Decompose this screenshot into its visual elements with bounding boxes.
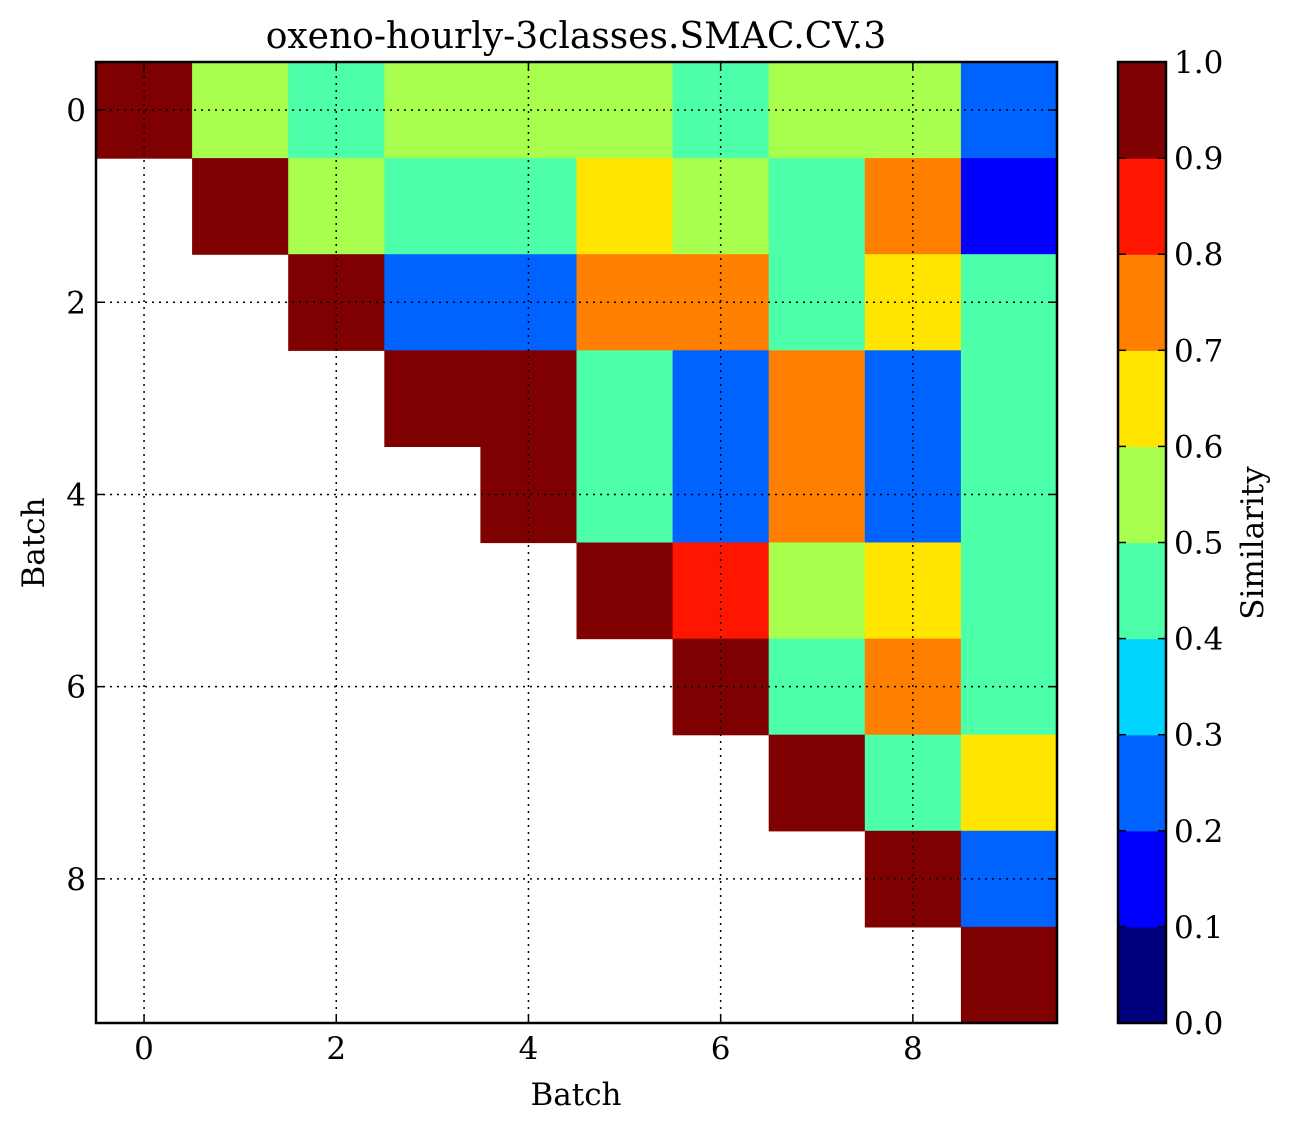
colorbar: 0.0 0.1 0.2 0.3 0.4 0.5 0.6 0.7 0.8 0.9 1.0 [1116, 45, 1223, 1042]
heatmap-cell [960, 446, 1058, 544]
colorbar-label: Similarity [1235, 466, 1271, 620]
colorbar-tick-label: 0.0 [1174, 1006, 1223, 1042]
heatmap-cell [288, 158, 385, 255]
colorbar-tick-label: 0.3 [1174, 718, 1223, 754]
heatmap-cell [768, 542, 866, 640]
x-tick-label: 8 [903, 1031, 923, 1067]
x-tick-label: 0 [134, 1031, 154, 1067]
y-tick-label: 2 [66, 285, 86, 321]
heatmap-cell [672, 542, 770, 640]
heatmap-cell [576, 254, 674, 351]
x-tick-label: 4 [519, 1031, 539, 1067]
colorbar-segment [1118, 638, 1166, 736]
heatmap-cell [480, 446, 578, 544]
colorbar-tick-label: 1.0 [1174, 45, 1223, 81]
heatmap-cell [288, 254, 385, 351]
colorbar-segment [1118, 350, 1166, 447]
heatmap-cell [192, 62, 289, 159]
heatmap-cell [480, 158, 578, 255]
y-tick-label: 4 [66, 477, 86, 513]
plot-frame [94, 60, 1059, 1025]
colorbar-segment [1118, 926, 1166, 1024]
heatmap-cell [576, 446, 674, 544]
heatmap-cell [96, 62, 193, 159]
colorbar-tick-label: 0.5 [1174, 526, 1223, 562]
heatmap-cell [576, 542, 674, 640]
colorbar-tick-label: 0.8 [1174, 237, 1223, 273]
heatmap-cell [576, 350, 674, 447]
heatmap-cell [864, 158, 962, 255]
y-tick-label: 8 [66, 862, 86, 898]
heatmap-cell [960, 350, 1058, 447]
colorbar-tick-label: 0.6 [1174, 429, 1223, 465]
heatmap-cell [960, 254, 1058, 351]
colorbar-segment [1118, 542, 1166, 640]
chart-title: oxeno-hourly-3classes.SMAC.CV.3 [266, 16, 887, 57]
y-tick-label: 0 [66, 93, 86, 129]
colorbar-segment [1118, 158, 1166, 255]
axis-ticks: 0 2 4 6 8 0 2 4 6 8 [66, 62, 1057, 1067]
x-axis-label: Batch [530, 1077, 621, 1113]
heatmap-cell [768, 158, 866, 255]
heatmap-cell [768, 350, 866, 447]
x-tick-label: 2 [326, 1031, 346, 1067]
heatmap-cell [384, 158, 481, 255]
heatmap-cell [576, 158, 674, 255]
heatmap-cell [960, 734, 1058, 832]
colorbar-tick-label: 0.2 [1174, 814, 1223, 850]
y-axis-label: Batch [16, 497, 52, 588]
heatmap-cell [864, 446, 962, 544]
colorbar-segment [1118, 734, 1166, 832]
heatmap-cell [768, 734, 866, 832]
heatmap-cell [960, 158, 1058, 255]
x-tick-label: 6 [711, 1031, 731, 1067]
colorbar-tick-label: 0.7 [1174, 333, 1223, 369]
y-tick-label: 6 [66, 670, 86, 706]
heatmap-cells [96, 62, 1058, 1024]
heatmap-cell [288, 62, 385, 159]
colorbar-segment [1118, 254, 1166, 351]
heatmap-cell [960, 926, 1058, 1024]
heatmap-cell [384, 350, 481, 447]
colorbar-tick-label: 0.1 [1174, 910, 1223, 946]
heatmap-cell [192, 158, 289, 255]
colorbar-segment [1118, 62, 1166, 159]
heatmap-cell [576, 62, 674, 159]
heatmap-cell [960, 542, 1058, 640]
heatmap-cell [864, 542, 962, 640]
colorbar-segment [1118, 830, 1166, 928]
heatmap-cell [960, 62, 1058, 159]
colorbar-segment [1118, 446, 1166, 544]
heatmap-cell [960, 830, 1058, 928]
heatmap-cell [960, 638, 1058, 736]
heatmap-cell [864, 830, 962, 928]
heatmap-cell [672, 158, 770, 255]
colorbar-tick-label: 0.9 [1174, 141, 1223, 177]
colorbar-tick-label: 0.4 [1174, 622, 1223, 658]
